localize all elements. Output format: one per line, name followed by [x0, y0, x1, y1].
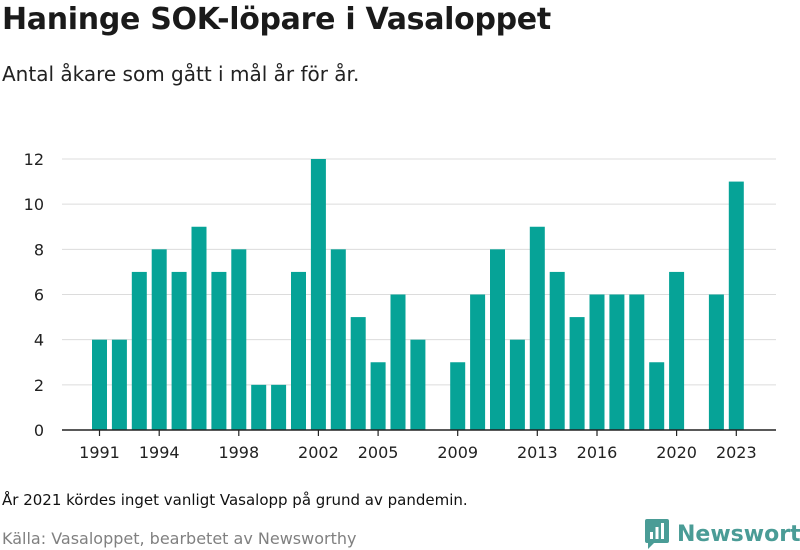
x-tick-label-2009: 2009 [437, 443, 478, 462]
y-tick-label-10: 10 [24, 195, 44, 214]
bar-2005 [370, 362, 386, 430]
bar-2018 [629, 294, 645, 430]
bar-2010 [470, 294, 486, 430]
bar-1998 [231, 249, 247, 430]
x-tick-label-2020: 2020 [656, 443, 697, 462]
chart-title: Haninge SOK-löpare i Vasaloppet [2, 2, 551, 37]
x-tick-label-2005: 2005 [358, 443, 399, 462]
bar-2015 [569, 317, 585, 430]
x-tick-label-2016: 2016 [577, 443, 618, 462]
x-tick-label-2002: 2002 [298, 443, 339, 462]
x-tick-label-1994: 1994 [139, 443, 180, 462]
bar-2023 [728, 181, 744, 430]
bar-2002 [310, 159, 326, 430]
bar-2020 [669, 271, 685, 430]
bar-chart: 0 2 4 6 8 10 12 1991 1994 1998 2002 2005 2009 2013 201… [24, 150, 776, 462]
y-tick-label-2: 2 [34, 376, 44, 395]
bar-2011 [490, 249, 505, 430]
source-credit: Källa: Vasaloppet, bearbetet av Newswort… [2, 529, 357, 548]
y-tick-label-12: 12 [24, 150, 44, 169]
bar-1991 [92, 339, 107, 430]
bar-2009 [450, 362, 466, 430]
bar-2013 [529, 226, 545, 430]
bar-2014 [549, 271, 565, 430]
y-tick-label-8: 8 [34, 240, 44, 259]
x-tick-label-1998: 1998 [218, 443, 259, 462]
chart-subtitle: Antal åkare som gått i mål år för år. [2, 62, 360, 86]
bar-1994 [151, 249, 167, 430]
y-tick-label-4: 4 [34, 331, 44, 350]
y-tick-label-0: 0 [34, 421, 44, 440]
bar-2003 [330, 249, 346, 430]
bar-2017 [609, 294, 625, 430]
bar-1997 [211, 271, 227, 430]
x-tick-label-2013: 2013 [517, 443, 558, 462]
chart-footnote: År 2021 kördes inget vanligt Vasalopp på… [2, 491, 468, 509]
y-tick-label-6: 6 [34, 286, 44, 305]
bar-1995 [171, 271, 187, 430]
bar-2004 [350, 317, 366, 430]
bar-1992 [111, 339, 127, 430]
bar-2001 [291, 271, 306, 430]
bar-1999 [251, 384, 267, 430]
x-tick-label-1991: 1991 [79, 443, 120, 462]
bar-1996 [191, 226, 207, 430]
brand-name: Newsworthy [677, 521, 800, 547]
bar-2007 [410, 339, 426, 430]
bar-2022 [708, 294, 724, 430]
bar-2006 [390, 294, 406, 430]
bar-1993 [131, 271, 147, 430]
bar-2016 [589, 294, 605, 430]
bar-2012 [509, 339, 525, 430]
bar-2019 [649, 362, 665, 430]
newsworthy-brand[interactable]: Newsworthy [645, 519, 800, 549]
bar-2000 [271, 384, 287, 430]
newsworthy-logo-icon [645, 519, 669, 549]
x-tick-label-2023: 2023 [716, 443, 757, 462]
